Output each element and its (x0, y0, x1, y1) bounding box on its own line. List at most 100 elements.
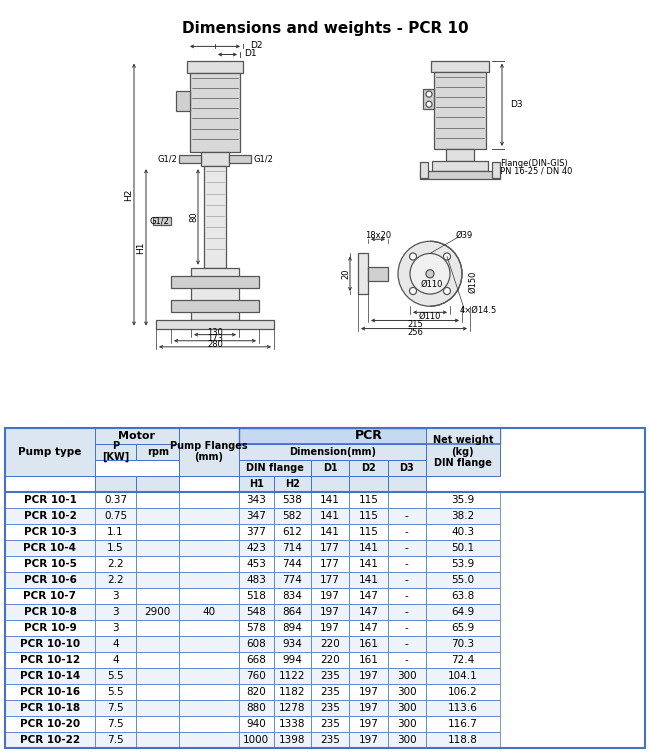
Text: 0.75: 0.75 (104, 510, 127, 521)
Text: 220: 220 (320, 654, 340, 665)
Text: 197: 197 (359, 703, 378, 713)
Bar (349, 716, 387, 732)
Text: 80: 80 (190, 212, 198, 222)
Bar (136, 572, 179, 588)
Bar (187, 60, 243, 73)
Text: 130: 130 (207, 328, 223, 337)
Bar (274, 651, 311, 668)
Bar (426, 572, 500, 588)
Text: 235: 235 (320, 687, 340, 697)
Bar (311, 604, 349, 620)
Bar (136, 668, 179, 684)
Bar (311, 700, 349, 716)
Bar (349, 524, 387, 540)
Bar (239, 476, 274, 492)
Bar (492, 162, 500, 179)
Bar (311, 492, 349, 507)
Bar (426, 651, 500, 668)
Text: -: - (405, 623, 409, 633)
Bar (5, 572, 95, 588)
Bar (239, 492, 274, 507)
Bar (387, 620, 426, 636)
Text: PCR 10-7: PCR 10-7 (23, 590, 77, 601)
Text: PCR 10-12: PCR 10-12 (20, 654, 80, 665)
Bar (387, 572, 426, 588)
Text: 3: 3 (112, 590, 119, 601)
Text: 538: 538 (283, 495, 302, 504)
Bar (387, 684, 426, 700)
Text: 197: 197 (320, 590, 340, 601)
Text: 1.1: 1.1 (107, 526, 124, 537)
Bar (426, 700, 500, 716)
Bar (179, 684, 239, 700)
Bar (387, 604, 426, 620)
Text: 220: 220 (320, 639, 340, 649)
Bar (349, 476, 387, 492)
Bar (239, 651, 274, 668)
Bar (239, 700, 274, 716)
Text: DIN flange: DIN flange (246, 462, 304, 473)
Circle shape (410, 287, 417, 295)
Text: 197: 197 (359, 687, 378, 697)
Text: Ø110: Ø110 (421, 280, 443, 289)
Bar (95, 507, 136, 524)
Text: -: - (405, 543, 409, 553)
Bar (171, 276, 259, 288)
Text: 2900: 2900 (144, 607, 171, 617)
Bar (5, 507, 95, 524)
Text: -: - (405, 590, 409, 601)
Bar (239, 459, 311, 476)
Bar (95, 732, 136, 748)
Bar (136, 443, 179, 460)
Bar (239, 540, 274, 556)
Text: Ø150: Ø150 (468, 271, 477, 293)
Bar (387, 716, 426, 732)
Bar (136, 507, 179, 524)
Text: 2.2: 2.2 (107, 559, 124, 569)
Text: 235: 235 (320, 735, 340, 745)
Text: D1: D1 (244, 49, 256, 58)
Bar (179, 588, 239, 604)
Bar (426, 540, 500, 556)
Text: PCR 10-2: PCR 10-2 (23, 510, 77, 521)
Bar (349, 604, 387, 620)
Text: 347: 347 (246, 510, 266, 521)
Bar (179, 620, 239, 636)
Bar (239, 604, 274, 620)
Text: Pump type: Pump type (18, 446, 82, 457)
Text: 300: 300 (397, 671, 417, 681)
Bar (311, 588, 349, 604)
Bar (426, 716, 500, 732)
Bar (274, 588, 311, 604)
Bar (176, 91, 190, 112)
Bar (274, 556, 311, 572)
Text: 0.37: 0.37 (104, 495, 127, 504)
Text: 7.5: 7.5 (107, 719, 124, 729)
Text: Flange(DIN-GIS): Flange(DIN-GIS) (500, 158, 567, 167)
Text: PCR: PCR (355, 429, 383, 442)
Text: 343: 343 (246, 495, 266, 504)
Text: 880: 880 (246, 703, 266, 713)
Bar (426, 684, 500, 700)
Bar (239, 588, 274, 604)
Bar (95, 443, 136, 460)
Text: 423: 423 (246, 543, 266, 553)
Bar (95, 572, 136, 588)
Bar (368, 267, 388, 280)
Bar (179, 524, 239, 540)
Bar (426, 428, 500, 476)
Circle shape (426, 91, 432, 97)
Text: 300: 300 (397, 687, 417, 697)
Bar (274, 540, 311, 556)
Bar (239, 620, 274, 636)
Text: PN 16-25 / DN 40: PN 16-25 / DN 40 (500, 167, 573, 176)
Text: 197: 197 (359, 719, 378, 729)
Text: 668: 668 (246, 654, 266, 665)
Text: 118.8: 118.8 (448, 735, 478, 745)
Bar (311, 636, 349, 651)
Bar (274, 732, 311, 748)
Bar (190, 73, 240, 152)
Text: 894: 894 (283, 623, 302, 633)
Text: D1: D1 (323, 462, 337, 473)
Text: PCR 10-18: PCR 10-18 (20, 703, 80, 713)
